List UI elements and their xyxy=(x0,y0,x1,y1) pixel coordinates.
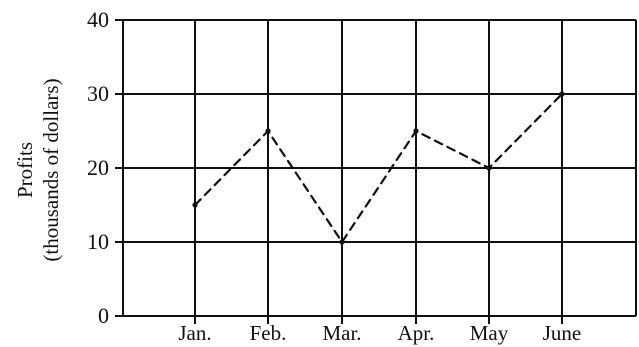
y-tick-label-3: 30 xyxy=(87,81,109,106)
data-point-5 xyxy=(559,91,565,97)
x-category-label-2: Mar. xyxy=(322,321,361,345)
x-category-label-5: June xyxy=(543,321,582,345)
y-tick-label-2: 20 xyxy=(87,155,109,180)
x-category-label-4: May xyxy=(470,321,509,345)
x-category-label-0: Jan. xyxy=(178,321,211,345)
profits-series-line xyxy=(193,92,564,244)
y-tick-label-0: 0 xyxy=(98,303,109,328)
y-axis-label-line-1: Profits xyxy=(13,142,37,198)
x-category-label-3: Apr. xyxy=(398,321,435,345)
data-point-4 xyxy=(486,165,492,171)
data-point-0 xyxy=(192,202,198,208)
grid-layer xyxy=(123,19,636,316)
data-point-1 xyxy=(265,128,271,134)
labels-layer: 0 10 20 30 40 Jan. Feb. Mar. Apr. May June xyxy=(87,7,581,345)
data-point-3 xyxy=(413,128,419,134)
y-axis-label-line-2: (thousands of dollars) xyxy=(39,78,63,261)
y-tick-label-1: 10 xyxy=(87,229,109,254)
data-point-2 xyxy=(339,239,345,245)
axis-layer xyxy=(115,19,637,324)
series-layer xyxy=(192,91,565,245)
x-category-label-1: Feb. xyxy=(250,321,287,345)
y-tick-label-4: 40 xyxy=(87,7,109,32)
